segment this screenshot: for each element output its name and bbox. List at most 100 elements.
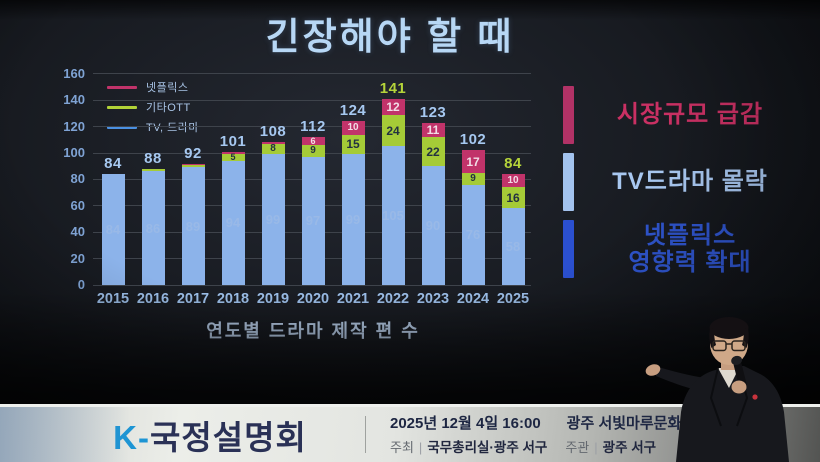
bar-2015: 84: [101, 174, 125, 285]
segment-기타OTT: 16: [501, 187, 525, 209]
segment-value: 76: [465, 227, 481, 243]
legend-label: 기타OTT: [146, 102, 191, 114]
bar-total-label: 124: [339, 102, 367, 120]
bar-total-label: 84: [104, 155, 122, 173]
y-axis-tick-label: 40: [70, 224, 85, 240]
segment-value: 17: [466, 154, 480, 169]
event-title-accent: K-: [113, 418, 150, 456]
segment-넷플릭스: 10: [341, 121, 365, 135]
segment-value: 84: [105, 222, 121, 238]
segment-TV, 드라마: 99: [261, 154, 285, 285]
segment-기타OTT: 9: [461, 172, 485, 185]
segment-넷플릭스: 6: [301, 136, 325, 145]
segment-기타OTT: 24: [381, 114, 405, 147]
segment-value: 16: [506, 190, 520, 205]
segment-넷플릭스: 12: [381, 98, 405, 115]
bar-2018: 5 94: [221, 151, 245, 285]
host-label: 주최: [390, 440, 414, 455]
segment-value: 12: [386, 99, 400, 114]
segment-value: 10: [507, 174, 519, 186]
bar-total-label: 92: [184, 144, 202, 162]
segment-TV, 드라마: 90: [421, 166, 445, 285]
bar-2022: 12 24 105: [381, 98, 405, 285]
callout-0: 시장규모 급감: [563, 86, 798, 144]
legend-swatch: [107, 105, 137, 109]
bar-2023: 11 22 90: [421, 122, 445, 285]
callout-text-line: 영향력 확대: [628, 249, 752, 276]
bar-total-label: 102: [459, 131, 487, 149]
banner-divider: [365, 416, 366, 453]
bar-total-label: 101: [219, 132, 247, 150]
y-axis-tick-label: 60: [70, 197, 85, 213]
callout-color-bar: [563, 220, 574, 278]
segment-value: 22: [426, 144, 440, 159]
segment-value: 9: [470, 172, 476, 184]
segment-기타OTT: 15: [341, 134, 365, 155]
bar-2016: 86: [141, 168, 165, 285]
y-axis-tick-label: 20: [70, 250, 85, 266]
lapel-pin: [752, 394, 758, 400]
segment-TV, 드라마: 89: [181, 167, 205, 285]
segment-value: 94: [225, 215, 241, 231]
segment-value: 10: [347, 121, 359, 133]
bar-total-label: 84: [504, 155, 522, 173]
segment-value: 99: [265, 212, 281, 228]
bar-2020: 6 9 97: [301, 136, 325, 285]
segment-value: 90: [425, 218, 441, 234]
speaker-mic-hand: [731, 380, 747, 394]
x-axis-tick-label: 2016: [136, 291, 170, 307]
x-axis-tick-label: 2019: [256, 291, 290, 307]
event-title-rest: 국정설명회: [150, 418, 307, 456]
segment-기타OTT: 22: [421, 137, 445, 167]
y-axis-tick-label: 0: [77, 277, 85, 292]
callout-color-bar: [563, 86, 574, 144]
segment-value: 8: [270, 143, 276, 155]
event-organizers: 주최 | 국무총리실·광주 서구 주관 | 광주 서구: [390, 440, 657, 455]
segment-value: 9: [310, 145, 316, 156]
speaker-person: [645, 317, 789, 462]
host-value: 국무총리실·광주 서구: [427, 440, 548, 455]
segment-value: 89: [185, 218, 201, 234]
legend-item: 넷플릭스: [107, 79, 199, 95]
segment-TV, 드라마: 105: [381, 146, 405, 285]
callout-text-line: TV드라마 몰락: [612, 168, 768, 196]
y-axis-tick-label: 80: [70, 171, 85, 187]
segment-value: 99: [345, 212, 361, 228]
segment-value: 24: [386, 123, 400, 138]
callout-text: 시장규모 급감: [582, 101, 798, 128]
segment-TV, 드라마: 86: [141, 171, 165, 285]
bar-2024: 17 9 76: [461, 150, 485, 285]
y-axis-tick-label: 160: [63, 65, 85, 81]
callout-1: TV드라마 몰락: [563, 153, 798, 211]
callout-color-bar: [563, 153, 574, 211]
segment-value: 86: [145, 220, 161, 236]
bar-total-label: 108: [259, 123, 287, 141]
segment-value: 11: [426, 122, 440, 137]
bar-total-label: 112: [300, 118, 326, 136]
x-axis-tick-label: 2025: [496, 291, 530, 307]
speaker-hair: [709, 317, 749, 339]
bar-2017: 89: [181, 163, 205, 285]
segment-넷플릭스: 17: [461, 150, 485, 173]
bar-2021: 10 15 99: [341, 121, 365, 285]
legend-label: 넷플릭스: [146, 82, 189, 94]
bar-2019: 8 99: [261, 142, 285, 285]
chart-axis-title: 연도별 드라마 제작 편 수: [206, 321, 420, 341]
chart-legend: 넷플릭스 기타OTT TV, 드라마: [107, 79, 199, 139]
bar-total-label: 141: [379, 79, 407, 97]
segment-TV, 드라마: 84: [101, 174, 125, 285]
x-axis-tick-label: 2023: [416, 291, 450, 307]
x-axis-tick-label: 2021: [336, 291, 370, 307]
bar-total-label: 123: [419, 103, 447, 121]
legend-swatch: [107, 85, 137, 89]
callout-2: 넷플릭스 영향력 확대: [563, 220, 798, 278]
x-axis-tick-label: 2015: [96, 291, 130, 307]
segment-value: 105: [382, 208, 404, 224]
bar-2025: 10 16 58: [501, 174, 525, 285]
callout-text: 넷플릭스 영향력 확대: [582, 222, 798, 277]
gridline: [93, 73, 531, 75]
segment-TV, 드라마: 97: [301, 156, 325, 285]
drama-production-chart: 넷플릭스 기타OTT TV, 드라마 0 20 40 60 80 100 120 140 160 84…: [55, 65, 533, 315]
segment-기타OTT: 5: [221, 153, 245, 162]
